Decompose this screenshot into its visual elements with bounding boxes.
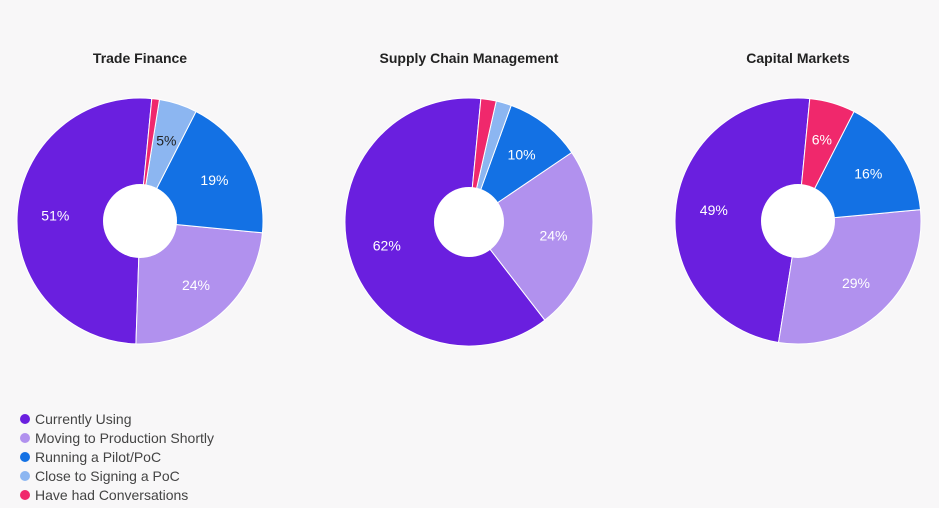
legend-label: Running a Pilot/PoC — [35, 448, 162, 465]
legend-label: Close to Signing a PoC — [35, 467, 180, 484]
legend-item-moving-to-production[interactable]: Moving to Production Shortly — [20, 428, 214, 447]
legend: Currently Using Moving to Production Sho… — [20, 409, 214, 504]
chart-title-trade-finance: Trade Finance — [92, 50, 188, 66]
chart-title-supply-chain: Supply Chain Management — [379, 50, 559, 66]
legend-item-close-to-signing[interactable]: Close to Signing a PoC — [20, 466, 214, 485]
slice-label-running-pilot: 19% — [200, 172, 228, 188]
slice-running-pilot[interactable] — [468, 104, 573, 224]
slice-label-moving-to-production: 24% — [539, 228, 567, 244]
donut-hole — [761, 184, 835, 258]
legend-label: Currently Using — [35, 410, 132, 427]
legend-swatch — [20, 489, 30, 500]
legend-item-had-conversations[interactable]: Have had Conversations — [20, 485, 214, 504]
slice-label-currently-using: 51% — [41, 208, 69, 224]
legend-swatch — [20, 432, 30, 443]
slice-label-close-to-signing: 5% — [156, 132, 176, 148]
slice-moving-to-production[interactable] — [468, 151, 594, 321]
chart-title-capital-markets: Capital Markets — [746, 50, 850, 66]
legend-item-running-pilot[interactable]: Running a Pilot/PoC — [20, 447, 214, 466]
legend-swatch — [20, 413, 30, 424]
slice-label-running-pilot: 16% — [854, 165, 882, 181]
legend-label: Moving to Production Shortly — [35, 429, 214, 446]
slice-moving-to-production[interactable] — [135, 220, 263, 345]
slice-label-currently-using: 49% — [700, 202, 728, 218]
slice-label-running-pilot: 10% — [508, 146, 536, 162]
slice-label-currently-using: 62% — [373, 238, 401, 254]
legend-swatch — [20, 451, 30, 462]
donut-hole — [103, 184, 177, 258]
slice-label-moving-to-production: 29% — [842, 275, 870, 291]
donut-charts: 51% 24% 19% 5% 62% 24% 10% 49% 29% 16% 6% — [16, 97, 922, 347]
slice-currently-using[interactable] — [16, 97, 153, 345]
legend-label: Have had Conversations — [35, 486, 189, 503]
slice-label-had-conversations: 6% — [812, 132, 832, 148]
donut-hole — [434, 187, 504, 257]
slice-running-pilot[interactable] — [797, 110, 922, 222]
slice-label-moving-to-production: 24% — [182, 277, 210, 293]
slice-currently-using[interactable] — [674, 97, 811, 344]
legend-item-currently-using[interactable]: Currently Using — [20, 409, 214, 428]
legend-swatch — [20, 470, 30, 481]
